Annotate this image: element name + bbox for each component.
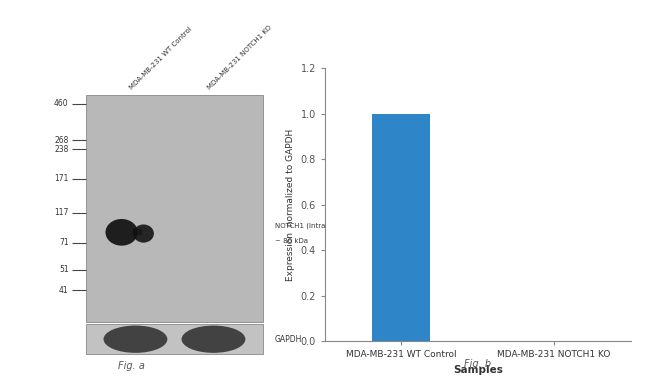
Text: 238: 238 (54, 145, 69, 154)
Text: 460: 460 (54, 99, 69, 108)
Text: MDA-MB-231 NOTCH1 KO: MDA-MB-231 NOTCH1 KO (206, 25, 273, 91)
Text: MDA-MB-231 WT Control: MDA-MB-231 WT Control (128, 26, 193, 91)
Bar (372, 114, 430, 341)
Text: 71: 71 (59, 238, 69, 247)
Ellipse shape (105, 219, 138, 246)
Bar (86, 324, 263, 354)
Bar (86, 95, 263, 322)
Ellipse shape (133, 224, 154, 243)
Text: Fig. a: Fig. a (118, 361, 145, 371)
Text: 171: 171 (54, 174, 69, 183)
Text: 117: 117 (54, 208, 69, 218)
Text: 51: 51 (59, 265, 69, 274)
Ellipse shape (103, 326, 167, 353)
Text: 268: 268 (54, 136, 69, 145)
Bar (133, 229, 142, 235)
Text: NOTCH1 (Intracellular domain): NOTCH1 (Intracellular domain) (274, 222, 382, 229)
Y-axis label: Expression  normalized to GAPDH: Expression normalized to GAPDH (286, 128, 295, 281)
Text: 41: 41 (59, 286, 69, 295)
Text: ~ 80 kDa: ~ 80 kDa (274, 238, 307, 244)
Ellipse shape (181, 326, 246, 353)
Text: GAPDH: GAPDH (274, 335, 302, 344)
X-axis label: Samples: Samples (453, 365, 502, 375)
Text: Fig. b: Fig. b (464, 359, 491, 369)
